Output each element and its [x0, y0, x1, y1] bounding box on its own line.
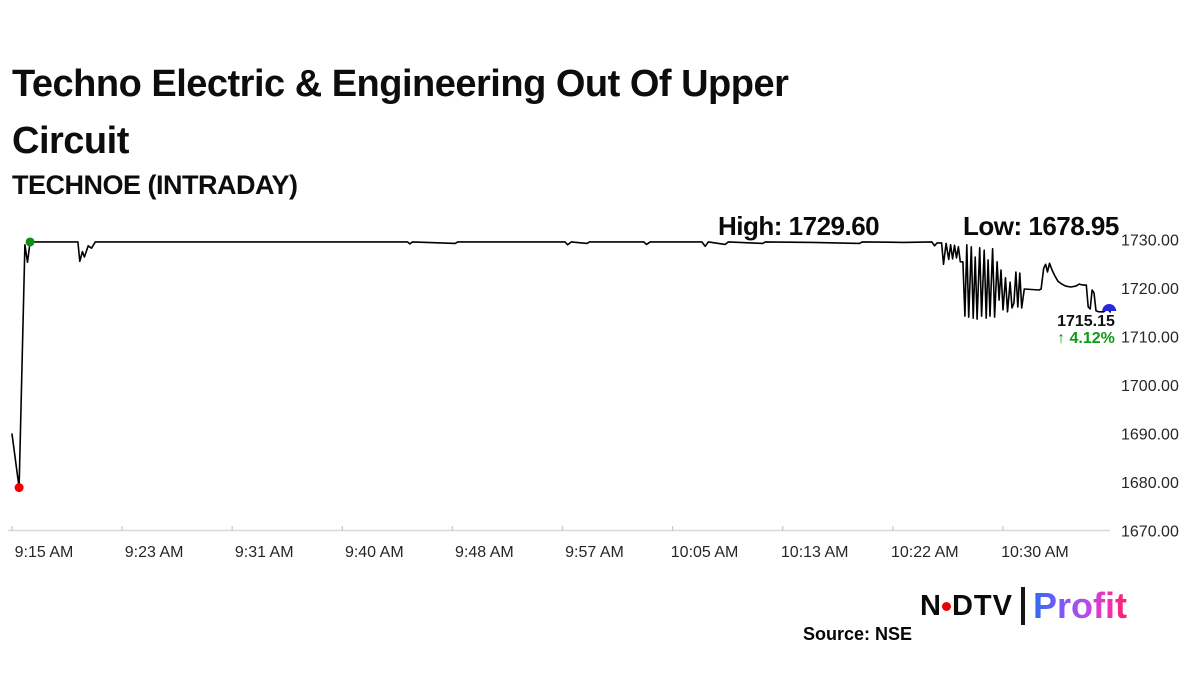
ndtv-profit-logo: N DTV Profit	[920, 584, 1127, 628]
high-annotation: High: 1729.60	[718, 211, 880, 241]
y-axis-label: 1730.00	[1121, 233, 1179, 250]
low-marker	[14, 483, 24, 493]
low-annotation: Low: 1678.95	[963, 211, 1119, 241]
x-axis-label: 9:31 AM	[235, 544, 294, 561]
change-percent-label: ↑ 4.12%	[1038, 330, 1134, 348]
y-axis-label: 1670.00	[1121, 524, 1179, 541]
profit-logo-wordmark: Profit	[1032, 585, 1127, 626]
y-axis-label: 1690.00	[1121, 427, 1179, 444]
y-axis-label: 1720.00	[1121, 281, 1179, 298]
last-price-marker	[1102, 304, 1117, 312]
last-price-label: 1715.15	[1057, 313, 1115, 330]
x-axis-label: 10:13 AM	[781, 544, 849, 561]
change-percent-value: 4.12%	[1069, 330, 1115, 347]
x-axis-label: 9:15 AM	[15, 544, 74, 561]
ndtv-logo-red-dot-icon	[941, 601, 951, 611]
y-axis-label: 1700.00	[1121, 378, 1179, 395]
x-axis-label: 9:48 AM	[455, 544, 514, 561]
open-marker	[25, 237, 35, 247]
x-axis-label: 9:57 AM	[565, 544, 624, 561]
x-axis-label: 9:40 AM	[345, 544, 404, 561]
page-title-line1: Techno Electric & Engineering Out Of Upp…	[12, 63, 789, 105]
ndtv-logo-letter-n: N	[920, 590, 942, 622]
x-axis-label: 9:23 AM	[125, 544, 184, 561]
x-axis-label: 10:30 AM	[1001, 544, 1069, 561]
price-line	[11, 241, 1111, 489]
logo-divider-bar	[1020, 587, 1025, 625]
page-title-line2: Circuit	[12, 120, 129, 162]
y-axis-label: 1710.00	[1121, 330, 1179, 347]
source-attribution: Source: NSE	[803, 624, 913, 644]
ndtv-logo-letters-dtv: DTV	[951, 590, 1013, 622]
x-axis-label: 10:22 AM	[891, 544, 959, 561]
chart-subtitle-symbol: TECHNOE (INTRADAY)	[12, 170, 298, 200]
x-axis-label: 10:05 AM	[671, 544, 739, 561]
y-axis-label: 1680.00	[1121, 475, 1179, 492]
up-arrow-icon: ↑	[1057, 330, 1066, 347]
